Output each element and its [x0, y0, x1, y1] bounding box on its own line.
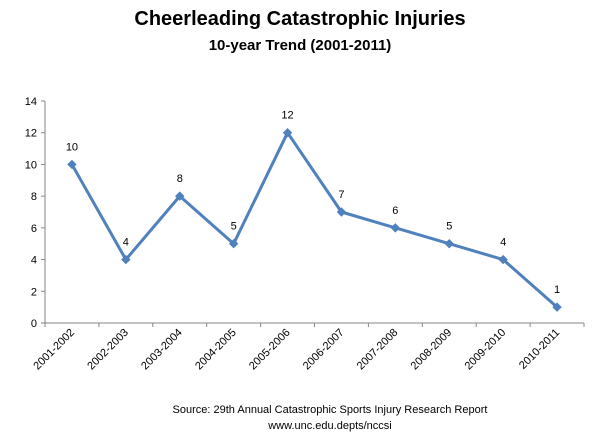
x-tick-label: 2010-2011 — [517, 327, 562, 372]
x-tick-label: 2007-2008 — [355, 327, 401, 373]
x-tick-label: 2009-2010 — [463, 327, 509, 373]
x-tick-label: 2003-2004 — [139, 327, 185, 373]
y-tick-label: 0 — [31, 318, 37, 330]
data-point — [552, 302, 562, 312]
data-label: 8 — [177, 173, 183, 185]
data-point — [228, 239, 239, 249]
x-tick-label: 2008-2009 — [409, 327, 455, 373]
data-point — [390, 223, 401, 233]
data-point — [498, 254, 508, 265]
data-label: 4 — [123, 237, 129, 249]
data-point — [282, 128, 293, 138]
data-label: 1 — [554, 284, 560, 296]
data-label: 6 — [392, 205, 398, 217]
series-line — [70, 131, 559, 309]
source-note: Source: 29th Annual Catastrophic Sports … — [172, 404, 488, 416]
data-point — [444, 239, 454, 249]
data-label: 7 — [338, 189, 344, 201]
data-label: 10 — [66, 141, 78, 153]
data-point — [175, 191, 185, 201]
x-tick-label: 2001-2002 — [31, 327, 77, 373]
y-tick-label: 4 — [31, 255, 37, 267]
data-point — [336, 207, 347, 217]
x-tick-label: 2002-2003 — [85, 327, 131, 373]
data-label: 5 — [446, 221, 452, 233]
y-tick-label: 2 — [31, 286, 37, 298]
y-tick-label: 6 — [31, 223, 37, 235]
y-tick-label: 10 — [25, 159, 37, 171]
data-point — [67, 159, 77, 170]
data-point — [121, 254, 131, 265]
data-label: 12 — [281, 110, 293, 122]
chart-subtitle: 10-year Trend (2001-2011) — [208, 37, 392, 54]
data-label: 4 — [500, 237, 506, 249]
x-tick-label: 2006-2007 — [301, 327, 347, 373]
chart-title: Cheerleading Catastrophic Injuries — [134, 8, 466, 30]
y-tick-label: 12 — [25, 128, 37, 140]
x-tick-label: 2005-2006 — [247, 327, 293, 373]
source-url: www.unc.edu.depts/nccsi — [268, 420, 392, 432]
data-label: 5 — [231, 221, 237, 233]
y-tick-label: 8 — [31, 191, 37, 203]
x-tick-label: 2004-2005 — [193, 327, 239, 373]
y-tick-label: 14 — [25, 96, 37, 108]
